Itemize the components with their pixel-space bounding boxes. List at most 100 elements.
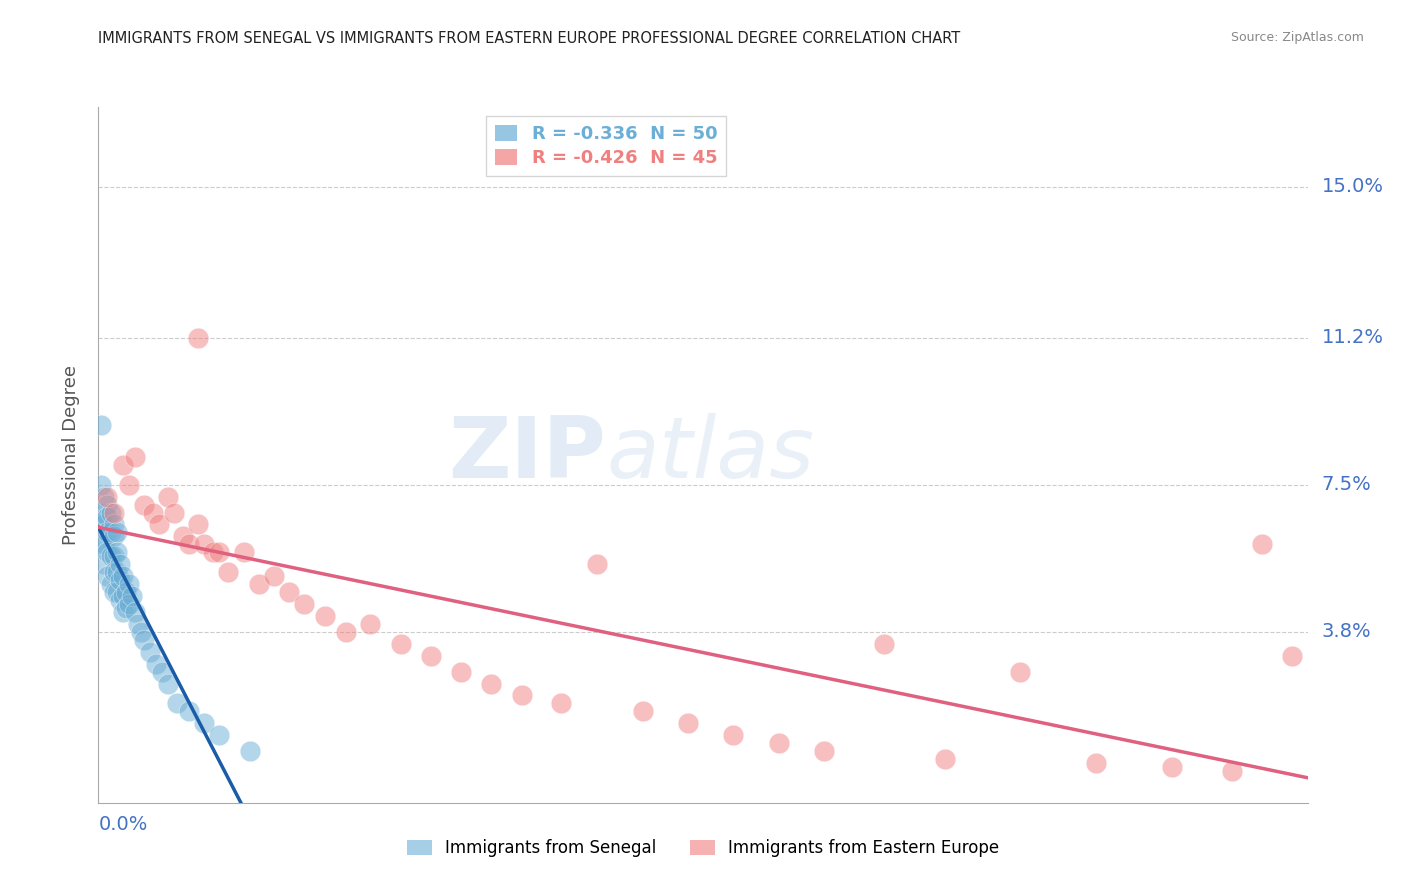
Point (108, 593, 131, 607)
Point (105, 565, 128, 579)
Point (335, 624, 357, 639)
Point (93, 537, 115, 551)
Point (177, 537, 201, 551)
Point (93, 558, 115, 572)
Point (721, 728, 744, 742)
Point (193, 537, 215, 551)
Point (111, 458, 134, 472)
Point (217, 565, 239, 579)
Point (202, 545, 225, 559)
Point (1160, 760, 1182, 774)
Point (93, 490, 115, 504)
Point (510, 689, 533, 703)
Point (1220, 764, 1243, 778)
Point (292, 597, 315, 611)
Point (187, 331, 209, 345)
Point (247, 577, 270, 591)
Legend: Immigrants from Senegal, Immigrants from Eastern Europe: Immigrants from Senegal, Immigrants from… (401, 833, 1005, 864)
Point (114, 601, 136, 615)
Point (277, 585, 299, 599)
Point (114, 585, 136, 599)
Point (103, 549, 125, 564)
Point (111, 605, 134, 619)
Point (100, 525, 122, 540)
Point (132, 632, 155, 647)
Point (96, 569, 118, 583)
Point (124, 450, 146, 464)
Point (172, 529, 194, 543)
Point (103, 506, 125, 520)
Point (156, 676, 179, 690)
Point (105, 545, 128, 559)
Point (96, 509, 118, 524)
Point (103, 565, 125, 579)
Point (1010, 665, 1032, 679)
Point (1281, 648, 1303, 663)
Point (90, 517, 112, 532)
Point (813, 744, 835, 758)
Point (96, 545, 118, 559)
Point (127, 616, 149, 631)
Point (118, 597, 141, 611)
Point (105, 585, 128, 599)
Point (108, 573, 131, 587)
Point (111, 569, 134, 583)
Text: atlas: atlas (606, 413, 814, 497)
Point (450, 665, 472, 679)
Point (263, 569, 285, 583)
Point (132, 498, 155, 512)
Point (118, 477, 141, 491)
Point (100, 549, 122, 564)
Point (1085, 756, 1108, 770)
Point (156, 490, 179, 504)
Point (111, 589, 134, 603)
Point (208, 545, 231, 559)
Point (150, 665, 173, 679)
Text: 3.8%: 3.8% (1322, 623, 1371, 641)
Point (389, 637, 412, 651)
Point (103, 585, 125, 599)
Point (145, 657, 167, 671)
Point (163, 506, 186, 520)
Point (96, 490, 118, 504)
Point (100, 577, 122, 591)
Point (360, 616, 382, 631)
Point (118, 577, 141, 591)
Point (100, 506, 122, 520)
Y-axis label: Professional Degree: Professional Degree (62, 365, 80, 545)
Point (586, 558, 609, 572)
Text: 0.0%: 0.0% (98, 814, 148, 834)
Point (232, 545, 254, 559)
Point (676, 716, 699, 731)
Point (239, 744, 262, 758)
Point (550, 697, 572, 711)
Text: Source: ZipAtlas.com: Source: ZipAtlas.com (1230, 31, 1364, 45)
Point (108, 558, 131, 572)
Point (177, 704, 201, 718)
Point (96, 498, 118, 512)
Point (90, 418, 112, 433)
Point (1251, 537, 1274, 551)
Point (124, 605, 146, 619)
Point (129, 624, 152, 639)
Point (208, 728, 231, 742)
Point (90, 477, 112, 491)
Point (148, 517, 170, 532)
Point (139, 645, 162, 659)
Point (631, 704, 654, 718)
Point (103, 517, 125, 532)
Point (873, 637, 896, 651)
Text: 11.2%: 11.2% (1322, 328, 1384, 347)
Point (103, 529, 125, 543)
Text: ZIP: ZIP (449, 413, 606, 497)
Text: 7.5%: 7.5% (1322, 475, 1371, 494)
Point (314, 609, 336, 624)
Point (193, 716, 215, 731)
Point (768, 736, 790, 750)
Text: IMMIGRANTS FROM SENEGAL VS IMMIGRANTS FROM EASTERN EUROPE PROFESSIONAL DEGREE CO: IMMIGRANTS FROM SENEGAL VS IMMIGRANTS FR… (98, 31, 960, 46)
Point (934, 752, 956, 766)
Point (96, 525, 118, 540)
Point (93, 517, 115, 532)
Point (187, 517, 209, 532)
Point (419, 648, 441, 663)
